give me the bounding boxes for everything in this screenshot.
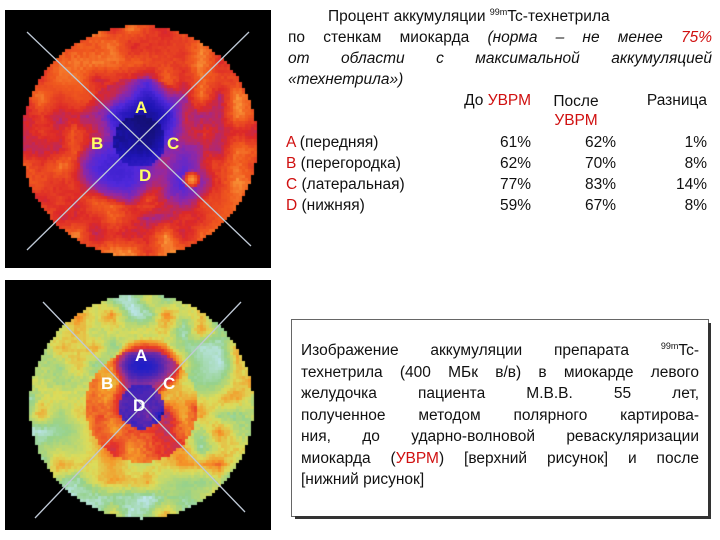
table-body: A (передняя) 61% 62% 1% B (перегородка) 62% 70… (286, 134, 717, 218)
title-line-1: Процент аккумуляции 99mTc-технетрила (328, 6, 610, 25)
caption-line: миокарда (УВРМ) [верхний рисунок] и посл… (301, 449, 699, 467)
polar-map-after-image (5, 280, 271, 530)
divider-line (26, 31, 252, 247)
value-after: 83% (584, 176, 616, 193)
column-header-before: До УВРМ (464, 92, 531, 109)
quadrant-label-d: D (133, 396, 146, 415)
caption-line: желудочка пациента М.В.В. 55 лет, (301, 385, 699, 402)
segment-name: C (латеральная) (286, 176, 405, 193)
quadrant-label-b: B (91, 134, 104, 153)
caption-line: ния, до ударно-волновой реваскуляризации (301, 428, 699, 445)
divider-line (34, 301, 242, 519)
figure-caption: Изображение аккумуляции препарата 99mTc-… (292, 320, 708, 516)
caption-line: [нижний рисунок] (301, 471, 425, 488)
value-diff: 14% (675, 176, 707, 193)
value-diff: 8% (684, 155, 707, 172)
title-note-italic: (норма – не менее 75% (487, 29, 712, 46)
quadrant-label-c: C (167, 134, 180, 153)
segment-name: A (передняя) (286, 134, 379, 151)
value-diff: 8% (684, 197, 707, 214)
polar-map-after-dividers (34, 301, 246, 519)
caption-line: технетрила (400 МБк в/в) в миокарде лево… (301, 363, 699, 381)
table-row: D (нижняя) 59% 67% 8% (286, 197, 717, 218)
value-after: 70% (584, 155, 616, 172)
polar-map-before-panel: A B C D (5, 10, 271, 268)
quadrant-label-c: C (163, 374, 176, 393)
segment-name: D (нижняя) (286, 197, 365, 214)
segment-name: B (перегородка) (286, 155, 401, 172)
table-row: C (латеральная) 77% 83% 14% (286, 176, 717, 197)
quadrant-label-d: D (139, 166, 152, 185)
value-before: 61% (499, 134, 531, 151)
value-before: 59% (499, 197, 531, 214)
quadrant-label-b: B (101, 374, 114, 393)
value-before: 62% (499, 155, 531, 172)
table-row: A (передняя) 61% 62% 1% (286, 134, 717, 155)
title-line-2: по стенкам миокарда (норма – не менее 75… (288, 29, 712, 46)
value-after: 67% (584, 197, 616, 214)
caption-line: полученное методом полярного картирова- (301, 406, 699, 424)
polar-map-after-panel: A B C D (5, 280, 271, 530)
polar-map-before-dividers (26, 31, 252, 251)
norm-value: 75% (680, 29, 712, 46)
divider-line (42, 301, 246, 513)
column-header-after: После УВРМ (553, 93, 599, 129)
value-diff: 1% (684, 134, 707, 151)
table-row: B (перегородка) 62% 70% 8% (286, 155, 717, 176)
quadrant-label-a: A (135, 346, 148, 365)
value-before: 77% (499, 176, 531, 193)
table-header-row: До УВРМ После УВРМ Разница (286, 92, 717, 129)
title-line-3: от области с максимальной аккумуляцией (288, 50, 712, 67)
caption-line: Изображение аккумуляции препарата 99mTc- (301, 340, 699, 359)
divider-line (26, 31, 250, 251)
column-header-diff: Разница (646, 92, 707, 109)
quadrant-label-a: A (135, 98, 148, 117)
value-after: 62% (584, 134, 616, 151)
accumulation-table: До УВРМ После УВРМ Разница A (передняя) 61… (286, 92, 717, 218)
slide-title: Процент аккумуляции 99mTc-технетрила по … (288, 6, 712, 90)
title-line-4: «технетрила») (288, 71, 404, 88)
